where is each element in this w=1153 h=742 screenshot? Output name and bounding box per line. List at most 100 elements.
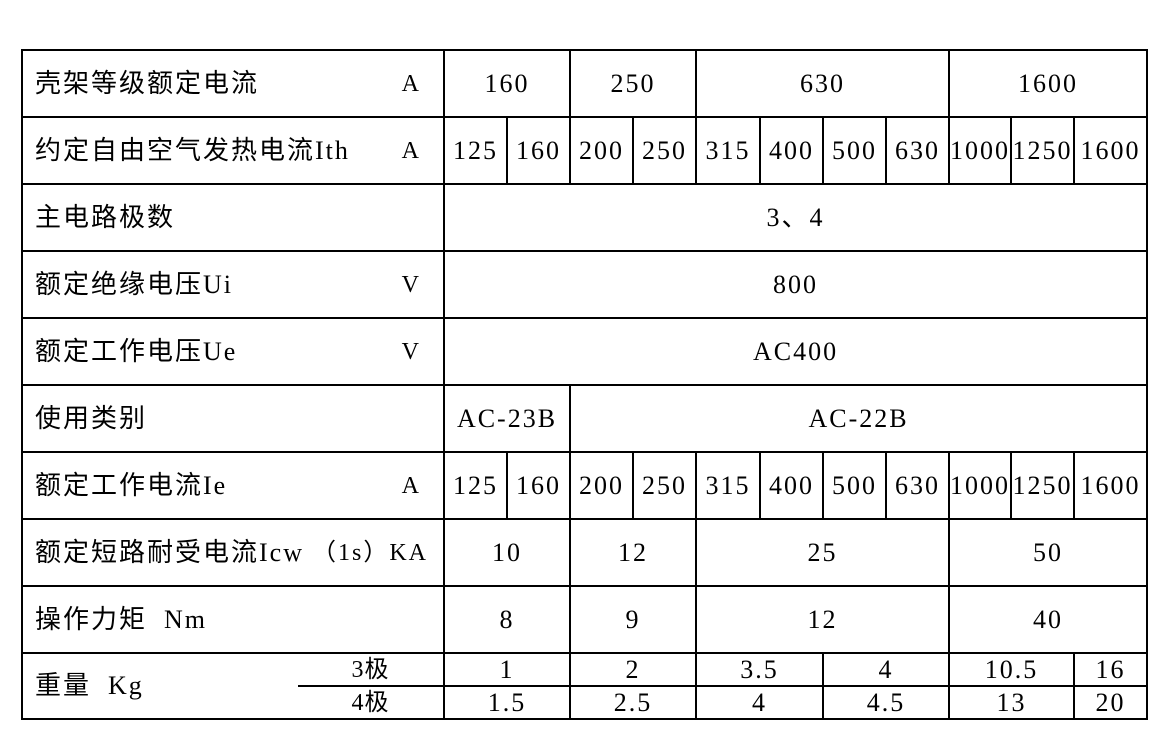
value-cell: 160 [506, 116, 571, 185]
label-wrap: 主电路极数 [24, 202, 442, 232]
row-label: 额定绝缘电压Ui [35, 269, 234, 299]
value-cell: 630 [695, 49, 950, 118]
row-poles: 主电路极数 3、4 [21, 183, 1149, 252]
row-label-cell: 使用类别 [21, 384, 445, 453]
spec-table: 壳架等级额定电流 A 160 250 630 1600 约定自由空气发热电流It… [21, 49, 1149, 720]
value-cell: 1250 [1010, 116, 1075, 185]
row-label: 壳架等级额定电流 [35, 68, 260, 98]
value-cell: 40 [947, 585, 1149, 654]
weight-label: 重量 Kg [35, 671, 144, 700]
row-unit: （1s）KA [311, 539, 428, 566]
row-unit: A [401, 137, 421, 164]
value-cell: 125 [443, 451, 508, 520]
value-cell: AC400 [442, 317, 1149, 386]
value-cell: 200 [569, 451, 634, 520]
value-cell: 1600 [1072, 451, 1149, 520]
value-cell: 315 [695, 451, 761, 520]
row-label-cell: 额定绝缘电压Ui V [21, 250, 445, 319]
value-cell: 4 [822, 652, 950, 687]
value-cell: 10 [443, 518, 571, 587]
row-label: 使用类别 [35, 403, 148, 433]
value-cell: 12 [695, 585, 950, 654]
value-cell: 4.5 [822, 685, 950, 720]
label-wrap: 额定工作电压Ue V [24, 336, 442, 366]
value-cell: 16 [1072, 652, 1149, 687]
value-cell: 4 [695, 685, 824, 720]
row-label-cell: 约定自由空气发热电流Ith A [21, 116, 445, 185]
value-cell: 315 [695, 116, 761, 185]
value-cell: 3、4 [442, 183, 1149, 252]
row-working-voltage: 额定工作电压Ue V AC400 [21, 317, 1149, 386]
value-cell: 1000 [948, 116, 1012, 185]
row-weight-4pole: 1.5 2.5 4 4.5 13 20 [22, 685, 1149, 720]
value-cell: 1250 [1010, 451, 1075, 520]
value-cell: 400 [759, 451, 824, 520]
row-unit: A [401, 472, 421, 499]
value-cell: 1600 [1072, 116, 1149, 185]
row-unit: V [401, 338, 421, 365]
value-cell: AC-23B [443, 384, 571, 453]
value-cell: 200 [569, 116, 634, 185]
value-cell: 2 [569, 652, 697, 687]
value-cell: 250 [632, 451, 697, 520]
value-cell: AC-22B [568, 384, 1149, 453]
value-cell: 25 [695, 518, 950, 587]
row-label: 操作力矩 Nm [35, 604, 208, 634]
value-cell: 1600 [947, 49, 1149, 118]
row-thermal-current: 约定自由空气发热电流Ith A 125 160 200 250 315 400 … [21, 116, 1149, 185]
value-cell: 1.5 [443, 685, 571, 720]
value-cell: 500 [822, 451, 887, 520]
label-wrap: 额定短路耐受电流Icw （1s）KA [24, 537, 442, 567]
row-label: 额定工作电流Ie [35, 470, 228, 500]
row-label-cell: 额定工作电流Ie A [21, 451, 445, 520]
value-cell: 800 [442, 250, 1149, 319]
value-cell: 160 [443, 49, 571, 118]
row-label: 约定自由空气发热电流Ith [35, 135, 350, 165]
label-wrap: 约定自由空气发热电流Ith A [24, 135, 442, 165]
label-wrap: 壳架等级额定电流 A [24, 68, 442, 98]
label-wrap: 使用类别 [24, 403, 442, 433]
value-cell: 13 [948, 685, 1075, 720]
row-utilization-category: 使用类别 AC-23B AC-22B [21, 384, 1149, 453]
value-cell: 250 [569, 49, 697, 118]
row-operating-torque: 操作力矩 Nm 8 9 12 40 [21, 585, 1149, 654]
label-wrap: 额定工作电流Ie A [24, 470, 442, 500]
row-insulation-voltage: 额定绝缘电压Ui V 800 [21, 250, 1149, 319]
row-unit: V [401, 271, 421, 298]
label-wrap: 操作力矩 Nm [24, 604, 442, 634]
value-cell: 630 [885, 451, 950, 520]
row-unit: A [401, 70, 421, 97]
value-cell: 125 [443, 116, 508, 185]
row-weight-3pole: 重量 Kg 3极 4极 1 2 3.5 4 10.5 16 [21, 652, 1149, 720]
value-cell: 3.5 [695, 652, 824, 687]
row-label: 额定短路耐受电流Icw [35, 537, 304, 567]
value-cell: 400 [759, 116, 824, 185]
row-frame-current: 壳架等级额定电流 A 160 250 630 1600 [21, 49, 1149, 118]
pole-split: 3极 4极 [298, 655, 442, 717]
row-label-cell: 额定工作电压Ue V [21, 317, 445, 386]
value-cell: 1 [443, 652, 571, 687]
row-label-cell: 操作力矩 Nm [21, 585, 445, 654]
value-cell: 9 [569, 585, 697, 654]
value-cell: 10.5 [948, 652, 1075, 687]
label-wrap: 额定绝缘电压Ui V [24, 269, 442, 299]
weight-label-cell: 重量 Kg 3极 4极 [21, 652, 445, 720]
row-label-cell: 额定短路耐受电流Icw （1s）KA [21, 518, 445, 587]
value-cell: 20 [1072, 685, 1149, 720]
value-cell: 1000 [948, 451, 1012, 520]
pole4-label: 4极 [351, 689, 390, 716]
row-withstand-current: 额定短路耐受电流Icw （1s）KA 10 12 25 50 [21, 518, 1149, 587]
pole3-label: 3极 [298, 655, 442, 687]
value-cell: 500 [822, 116, 887, 185]
value-cell: 250 [632, 116, 697, 185]
row-label: 主电路极数 [35, 202, 176, 232]
value-cell: 630 [885, 116, 950, 185]
value-cell: 12 [569, 518, 697, 587]
row-label-cell: 壳架等级额定电流 A [21, 49, 445, 118]
row-label-cell: 主电路极数 [21, 183, 445, 252]
value-cell: 160 [506, 451, 571, 520]
row-working-current: 额定工作电流Ie A 125 160 200 250 315 400 500 6… [21, 451, 1149, 520]
row-label: 额定工作电压Ue [35, 336, 238, 366]
value-cell: 50 [947, 518, 1149, 587]
